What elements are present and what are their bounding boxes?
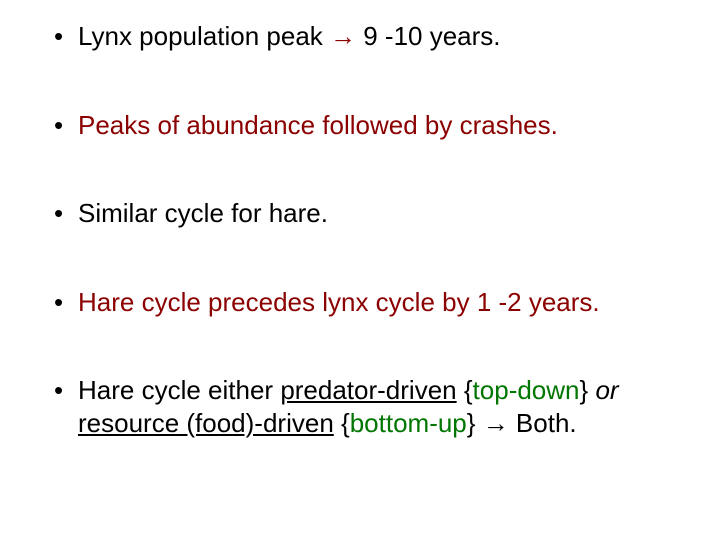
bullet5-brace-open-1: { xyxy=(457,375,473,405)
bullet1-text-part2: 9 -10 years. xyxy=(356,21,501,51)
bullet5-text-p1: Hare cycle either xyxy=(78,375,280,405)
arrow-icon: → xyxy=(330,21,356,51)
bullet-item-5: Hare cycle either predator-driven {top-d… xyxy=(50,374,680,439)
bullet5-term-topdown: top-down xyxy=(473,375,580,405)
slide: Lynx population peak → 9 -10 years. Peak… xyxy=(0,0,720,540)
bullet5-underline-2: resource (food)-driven xyxy=(78,408,334,438)
bullet2-text: Peaks of abundance followed by crashes. xyxy=(78,110,558,140)
bullet-item-4: Hare cycle precedes lynx cycle by 1 -2 y… xyxy=(50,286,680,319)
bullet5-term-bottomup: bottom-up xyxy=(350,408,467,438)
arrow-icon: → xyxy=(483,408,509,438)
bullet5-brace-close-1: } xyxy=(580,375,596,405)
bullet3-text: Similar cycle for hare. xyxy=(78,198,328,228)
bullet-item-3: Similar cycle for hare. xyxy=(50,197,680,230)
bullet5-text-p2: Both. xyxy=(509,408,577,438)
bullet5-underline-1: predator-driven xyxy=(280,375,456,405)
bullet-item-1: Lynx population peak → 9 -10 years. xyxy=(50,20,680,53)
bullet1-text-part1: Lynx population peak xyxy=(78,21,330,51)
bullet5-brace-open-2: { xyxy=(334,408,350,438)
bullet-list: Lynx population peak → 9 -10 years. Peak… xyxy=(50,20,680,439)
bullet5-brace-close-2: } xyxy=(467,408,483,438)
bullet5-or: or xyxy=(595,375,618,405)
bullet4-text: Hare cycle precedes lynx cycle by 1 -2 y… xyxy=(78,287,600,317)
bullet-item-2: Peaks of abundance followed by crashes. xyxy=(50,109,680,142)
